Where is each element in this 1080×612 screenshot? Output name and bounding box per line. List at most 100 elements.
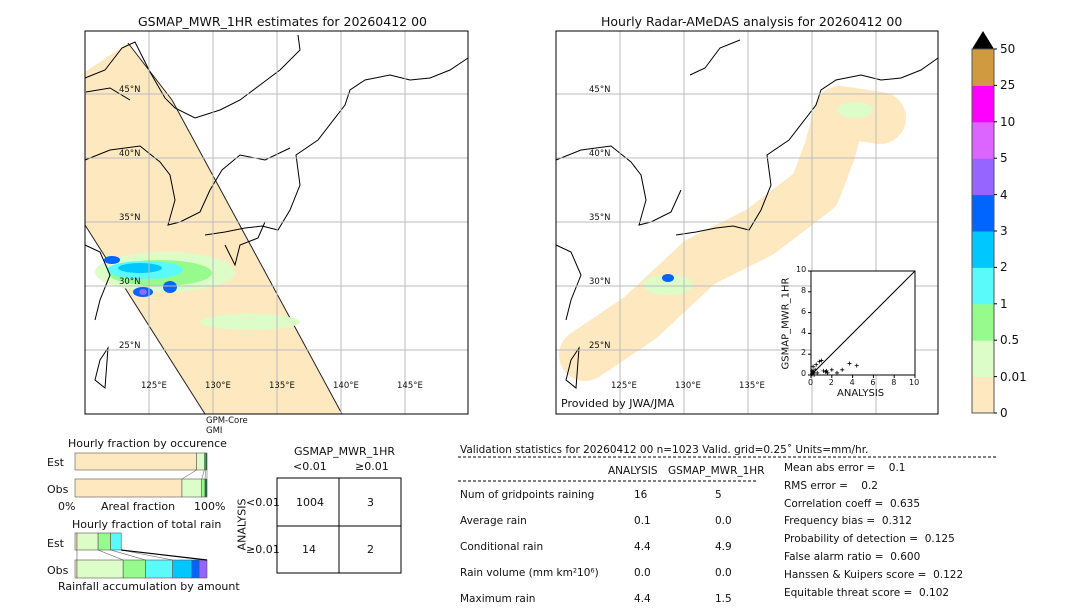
y-tick-label: 6 — [801, 306, 807, 316]
total-rain-xlabel: Rainfall accumulation by amount — [58, 580, 240, 593]
bar-segment — [76, 559, 124, 579]
stat-gsmap-value: 1.5 — [715, 593, 732, 605]
diagonal-line — [810, 270, 916, 376]
obs-label: Obs — [47, 483, 69, 496]
bar-segment — [196, 452, 205, 471]
score: Mean abs error = 0.1 — [784, 462, 906, 474]
score: RMS error = 0.2 — [784, 479, 878, 492]
colorbar-tick-label: 2 — [1000, 260, 1008, 275]
stat-label: Maximum rain — [460, 593, 536, 605]
right-map-title: Hourly Radar-AMeDAS analysis for 2026041… — [601, 14, 903, 29]
cell-value: 3 — [367, 496, 374, 509]
scatter-point — [840, 367, 845, 372]
stat-label: Average rain — [460, 515, 527, 527]
x-tick-0: 0% — [58, 500, 76, 513]
colorbar-tick-label: 4 — [1000, 187, 1008, 202]
bar-segment — [205, 452, 208, 471]
bar-segment — [204, 478, 208, 498]
scatter-ylabel: GSMAP_MWR_1HR — [780, 277, 792, 370]
left-map — [84, 30, 469, 415]
connector-line — [121, 549, 208, 561]
bar-segment — [74, 452, 197, 471]
swath-edge — [127, 42, 343, 415]
scatter-point — [812, 373, 817, 377]
scatter-xlabel: ANALYSIS — [837, 388, 885, 399]
colorbar — [971, 31, 997, 414]
bar-segment — [74, 478, 183, 498]
y-tick-label: 0 — [801, 369, 807, 378]
scatter-point — [813, 367, 818, 372]
colorbar-segment — [972, 231, 994, 268]
row-header: <0.01 — [246, 496, 280, 509]
analysis-rain — [643, 275, 693, 295]
right-map — [555, 30, 939, 415]
stat-gsmap-value: 0.0 — [715, 515, 732, 527]
stat-analysis-value: 0.0 — [634, 567, 651, 579]
scatter-point — [815, 370, 820, 375]
x-tick-100: 100% — [194, 500, 226, 513]
bar-segment — [97, 532, 111, 551]
colorbar-segment — [972, 340, 994, 378]
stat-label: Num of gridpoints raining — [460, 489, 595, 501]
lon-label: 135°E — [269, 381, 295, 391]
left-map-frame — [84, 30, 469, 415]
sensor-name: GPM-Core — [206, 416, 248, 426]
lon-label: 125°E — [611, 381, 637, 391]
stat-gsmap-value: 5 — [715, 489, 722, 501]
lon-label: 140°E — [333, 381, 359, 391]
occurrence-title: Hourly fraction by occurence — [68, 437, 227, 450]
colorbar-segment — [972, 49, 994, 86]
colorbar-tick-label: 3 — [1000, 224, 1008, 238]
cell-value: 2 — [367, 543, 374, 556]
colorbar-tick-label: 0 — [1000, 406, 1008, 420]
colorbar-tick-label: 0.5 — [1000, 333, 1020, 348]
lon-label: 130°E — [205, 381, 231, 391]
score: Hanssen & Kuipers score = 0.122 — [784, 568, 964, 581]
score: Frequency bias = 0.312 — [784, 515, 912, 528]
connector-line — [121, 549, 173, 561]
score: Equitable threat score = 0.102 — [784, 586, 950, 599]
colorbar-segment — [972, 267, 994, 305]
instrument-name: GMI — [206, 426, 223, 436]
y-tick-label: 8 — [801, 285, 807, 295]
x-tick-label: 4 — [849, 378, 855, 387]
stats-header: Validation statistics for 20260412 00 n=… — [460, 444, 869, 456]
colorbar-tick-label: 0.01 — [1000, 369, 1027, 384]
bar-segment — [181, 478, 203, 498]
colorbar-tick-label: 1 — [1000, 296, 1008, 311]
lat-label: 45°N — [119, 85, 141, 95]
lon-label: 130°E — [675, 381, 701, 391]
x-tick-label: 10 — [909, 378, 920, 387]
x-tick-label: 2 — [828, 378, 834, 387]
lon-label: 125°E — [141, 381, 167, 391]
gridlines — [85, 31, 468, 414]
stat-label: Conditional rain — [460, 541, 544, 553]
score: Probability of detection = 0.125 — [784, 533, 955, 546]
scatter-point — [847, 361, 852, 366]
bar-segment — [172, 559, 193, 579]
lat-label: 45°N — [589, 85, 611, 95]
colorbar-tick-label: 25 — [1000, 78, 1016, 93]
stat-analysis-value: 16 — [634, 489, 648, 501]
lat-label: 25°N — [119, 341, 141, 351]
colorbar-tick-label: 50 — [1000, 42, 1016, 56]
stat-gsmap-value: 0.0 — [715, 567, 732, 579]
scatter-inset — [808, 270, 916, 378]
x-tick-label: 0 — [808, 378, 814, 387]
connector-line — [110, 549, 146, 561]
y-tick-label: 10 — [796, 265, 807, 274]
scatter-point — [854, 363, 859, 368]
cell-value: 1004 — [296, 496, 324, 509]
occurrence-xlabel: Areal fraction — [101, 500, 176, 513]
contingency-title: GSMAP_MWR_1HR — [294, 445, 396, 458]
est-label: Est — [47, 537, 64, 550]
col-header: <0.01 — [293, 460, 327, 473]
colorbar-segment — [972, 158, 994, 196]
colorbar-tick-label: 10 — [1000, 114, 1016, 129]
lat-label: 40°N — [119, 149, 141, 159]
connector-line — [181, 469, 197, 480]
stat-label: Rain volume (mm km²10⁶) — [460, 567, 599, 579]
connector-line — [204, 469, 206, 480]
lat-label: 35°N — [589, 213, 611, 223]
lat-label: 30°N — [589, 277, 611, 287]
